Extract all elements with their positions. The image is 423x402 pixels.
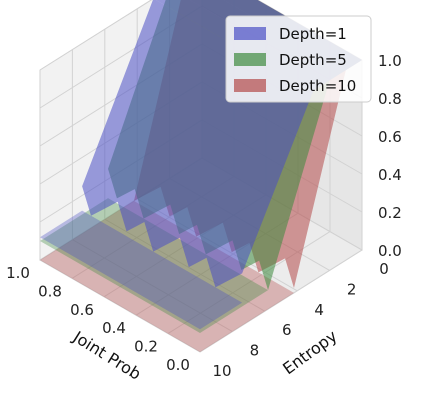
z-tick-label: 0.0	[378, 242, 402, 260]
legend: Depth=1 Depth=5 Depth=10	[225, 15, 372, 103]
legend-swatch	[234, 53, 266, 66]
x-tick-label: 0.4	[102, 319, 126, 337]
y-tick-label: 0	[379, 260, 389, 278]
x-tick-label: 0.0	[166, 356, 190, 374]
x-tick-label: 0.8	[38, 282, 62, 300]
z-tick-label: 0.2	[378, 204, 402, 222]
y-tick-label: 4	[314, 301, 324, 319]
surface-low	[40, 200, 294, 352]
tick-labels: 1.00.80.60.40.20.0 10864200.00.20.40.60.8…	[6, 52, 402, 380]
legend-label: Depth=1	[279, 25, 347, 43]
surface-low	[40, 210, 243, 330]
y-tick-label: 2	[347, 280, 357, 298]
z-tick-label: 0.8	[378, 90, 402, 108]
y-tick-label: 10	[212, 362, 231, 380]
x-tick-label: 0.6	[70, 301, 94, 319]
legend-swatch	[234, 79, 266, 92]
z-tick-label: 0.6	[378, 128, 402, 146]
z-tick-label: 0.4	[378, 166, 402, 184]
y-tick-label: 6	[282, 321, 292, 339]
legend-swatch	[234, 27, 266, 40]
z-tick-label: 1.0	[378, 52, 402, 70]
x-tick-label: 1.0	[6, 264, 30, 282]
surface-low	[40, 198, 269, 333]
legend-label: Depth=5	[279, 51, 347, 69]
y-tick-label: 8	[250, 342, 260, 360]
x-tick-label: 0.2	[134, 338, 158, 356]
legend-label: Depth=10	[279, 77, 356, 95]
